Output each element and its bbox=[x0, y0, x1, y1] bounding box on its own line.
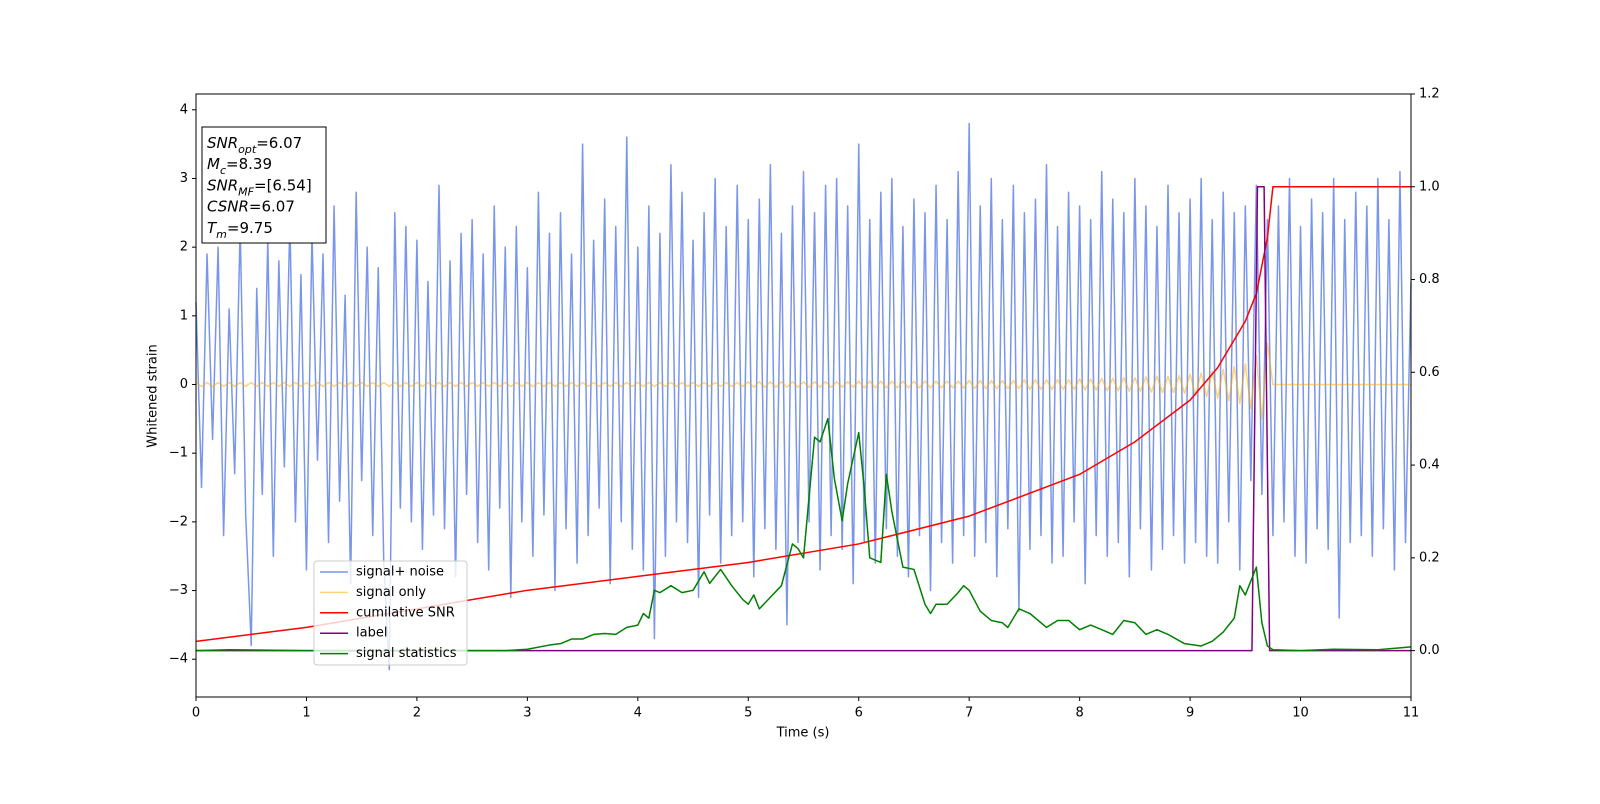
info-symbol: SNR bbox=[207, 134, 238, 152]
x-tick-label: 4 bbox=[634, 706, 642, 721]
x-tick-label: 0 bbox=[192, 706, 200, 721]
series-line bbox=[195, 417, 1412, 652]
x-tick-label: 2 bbox=[413, 706, 421, 721]
info-subscript: m bbox=[216, 227, 227, 240]
series-line bbox=[195, 342, 1411, 420]
info-symbol: T bbox=[207, 218, 218, 236]
x-tick-label: 6 bbox=[855, 706, 863, 721]
series-line bbox=[195, 186, 1411, 643]
x-axis-label: Time (s) bbox=[776, 726, 830, 741]
x-tick-label: 5 bbox=[744, 706, 752, 721]
x-tick-label: 7 bbox=[965, 706, 973, 721]
info-subscript: c bbox=[220, 164, 226, 177]
plot-frame bbox=[195, 93, 1412, 698]
y-tick-label: 1 bbox=[180, 308, 188, 323]
y-tick-label: 4 bbox=[180, 102, 188, 117]
y2-tick-label: 0.8 bbox=[1419, 272, 1440, 287]
y-tick-label: 3 bbox=[180, 171, 188, 186]
y2-tick-label: 0.0 bbox=[1419, 643, 1440, 658]
info-value: =9.75 bbox=[227, 218, 273, 236]
info-value: =6.07 bbox=[249, 197, 295, 215]
legend-label: label bbox=[356, 626, 387, 641]
legend-label: cumilative SNR bbox=[356, 605, 455, 620]
x-tick-label: 9 bbox=[1186, 706, 1194, 721]
y-tick-label: −3 bbox=[169, 583, 188, 598]
x-tick-label: 1 bbox=[302, 706, 310, 721]
y-tick-label: −4 bbox=[169, 652, 188, 667]
info-line: Tm=9.75 bbox=[207, 218, 273, 240]
x-tick-label: 3 bbox=[523, 706, 531, 721]
info-subscript: MF bbox=[238, 185, 254, 198]
info-line: CSNR=6.07 bbox=[207, 197, 295, 215]
y2-tick-label: 0.4 bbox=[1419, 458, 1440, 473]
info-line: Mc=8.39 bbox=[207, 155, 272, 177]
info-subscript: opt bbox=[238, 143, 257, 156]
info-value: =8.39 bbox=[226, 155, 272, 173]
info-value: =[6.54] bbox=[254, 176, 312, 194]
info-value: =6.07 bbox=[256, 134, 302, 152]
x-tick-label: 11 bbox=[1403, 706, 1420, 721]
x-tick-label: 10 bbox=[1292, 706, 1309, 721]
y2-tick-label: 1.2 bbox=[1419, 87, 1440, 102]
info-symbol: CSNR bbox=[207, 197, 249, 215]
x-tick-label: 8 bbox=[1075, 706, 1083, 721]
y-tick-label: −1 bbox=[169, 446, 188, 461]
y-tick-label: −2 bbox=[169, 514, 188, 529]
legend-label: signal only bbox=[356, 585, 426, 600]
info-symbol: M bbox=[207, 155, 220, 173]
legend-box bbox=[313, 560, 468, 666]
legend-label: signal statistics bbox=[356, 646, 457, 661]
series-line bbox=[195, 122, 1412, 671]
info-line: SNRopt=6.07 bbox=[207, 134, 302, 156]
y2-tick-label: 0.2 bbox=[1419, 550, 1440, 565]
legend-label: signal+ noise bbox=[356, 565, 444, 580]
info-box bbox=[201, 126, 327, 244]
y-tick-label: 0 bbox=[180, 377, 188, 392]
y-axis-label: Whitened strain bbox=[146, 344, 161, 447]
y2-tick-label: 0.6 bbox=[1419, 365, 1440, 380]
info-line: SNRMF=[6.54] bbox=[207, 176, 312, 198]
info-symbol: SNR bbox=[207, 176, 238, 194]
y-tick-label: 2 bbox=[180, 240, 188, 255]
y2-tick-label: 1.0 bbox=[1419, 179, 1440, 194]
